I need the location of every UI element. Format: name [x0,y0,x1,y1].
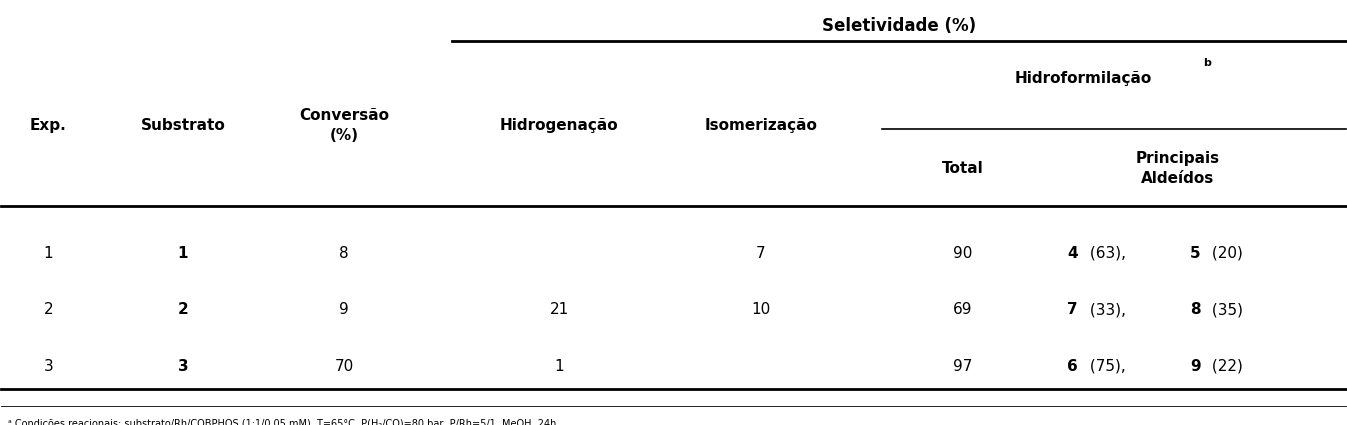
Text: (63),: (63), [1084,246,1130,261]
Text: 1: 1 [178,246,189,261]
Text: 7: 7 [1067,303,1078,317]
Text: 3: 3 [43,359,54,374]
Text: 7: 7 [756,246,765,261]
Text: 6: 6 [1067,359,1078,374]
Text: 90: 90 [952,246,973,261]
Text: 8: 8 [339,246,349,261]
Text: b: b [1203,59,1211,68]
Text: (35): (35) [1207,303,1243,317]
Text: 2: 2 [43,303,54,317]
Text: Seletividade (%): Seletividade (%) [822,17,975,35]
Text: 4: 4 [1067,246,1078,261]
Text: Total: Total [942,162,983,176]
Text: Isomerização: Isomerização [704,118,818,133]
Text: 2: 2 [178,303,189,317]
Text: 70: 70 [334,359,354,374]
Text: (75),: (75), [1084,359,1130,374]
Text: Hidrogenação: Hidrogenação [500,118,618,133]
Text: 5: 5 [1189,246,1200,261]
Text: Principais
Aldeídos: Principais Aldeídos [1136,151,1219,186]
Text: 9: 9 [339,303,349,317]
Text: (22): (22) [1207,359,1243,374]
Text: 69: 69 [952,303,973,317]
Text: (33),: (33), [1084,303,1130,317]
Text: Conversão
(%): Conversão (%) [299,108,389,143]
Text: 3: 3 [178,359,189,374]
Text: Exp.: Exp. [30,118,67,133]
Text: 97: 97 [952,359,973,374]
Text: ᵃ Condições reacionais: substrato/Rh/COBPHOS (1:1/0.05 mM), T=65°C, P(H₂/CO)=80 : ᵃ Condições reacionais: substrato/Rh/COB… [8,419,556,425]
Text: Substrato: Substrato [140,118,225,133]
Text: Hidroformilação: Hidroformilação [1014,71,1152,86]
Text: 1: 1 [555,359,564,374]
Text: 8: 8 [1189,303,1200,317]
Text: 1: 1 [43,246,54,261]
Text: 9: 9 [1189,359,1200,374]
Text: 21: 21 [550,303,568,317]
Text: 10: 10 [752,303,770,317]
Text: (20): (20) [1207,246,1243,261]
